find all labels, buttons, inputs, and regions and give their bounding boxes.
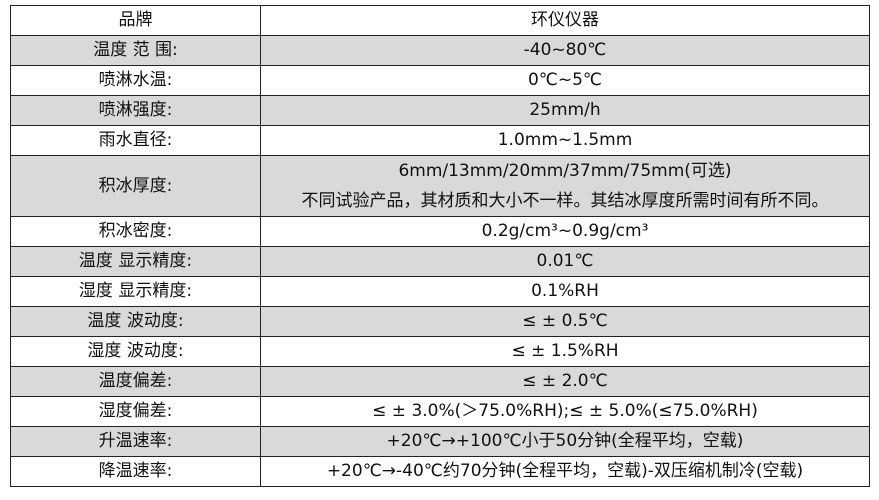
row-value: 0.2g/cm³~0.9g/cm³ [260,216,870,247]
table-row: 积冰厚度: 6mm/13mm/20mm/37mm/75mm(可选) 不同试验产品，其… [10,155,870,217]
row-label: 积冰密度: [10,216,261,247]
row-value: -40~80℃ [260,35,870,66]
table-body: 品牌 环仪仪器 温度 范 围: -40~80℃ 喷淋水温: 0℃~5℃ 喷淋强度: 25m… [10,5,870,487]
row-value: 25mm/h [260,95,870,126]
row-value: 0.1%RH [260,276,870,307]
spec-table: 品牌 环仪仪器 温度 范 围: -40~80℃ 喷淋水温: 0℃~5℃ 喷淋强度: 25m… [10,5,870,487]
table-row: 温度 波动度: ≤ ± 0.5℃ [10,306,870,337]
value-line: 不同试验产品，其材质和大小不一样。其结冰厚度所需时间有所不同。 [301,191,829,211]
table-row: 升温速率: +20℃→+100℃小于50分钟(全程平均，空载) [10,426,870,457]
table-row: 湿度 波动度: ≤ ± 1.5%RH [10,336,870,367]
table-row: 温度偏差: ≤ ± 2.0℃ [10,366,870,397]
table-row: 温度 范 围: -40~80℃ [10,35,870,66]
value-line: 6mm/13mm/20mm/37mm/75mm(可选) [398,161,732,181]
header-row: 品牌 环仪仪器 [10,5,870,36]
row-value: ≤ ± 3.0%(＞75.0%RH);≤ ± 5.0%(≤75.0%RH) [260,396,870,427]
row-label: 温度 显示精度: [10,246,261,277]
table-row: 积冰密度: 0.2g/cm³~0.9g/cm³ [10,216,870,247]
row-label: 喷淋水温: [10,65,261,96]
row-value: ≤ ± 1.5%RH [260,336,870,367]
table-row: 温度 显示精度: 0.01℃ [10,246,870,277]
row-value: 1.0mm~1.5mm [260,125,870,156]
header-cell: 环仪仪器 [260,5,870,36]
row-value: ≤ ± 2.0℃ [260,366,870,397]
table-row: 降温速率: +20℃→-40℃约70分钟(全程平均，空载)-双压缩机制冷(空载) [10,456,870,487]
row-label: 温度偏差: [10,366,261,397]
table-row: 喷淋强度: 25mm/h [10,95,870,126]
row-value: 6mm/13mm/20mm/37mm/75mm(可选) 不同试验产品，其材质和大小… [260,155,870,217]
row-label: 湿度偏差: [10,396,261,427]
row-label: 积冰厚度: [10,155,261,217]
row-value: +20℃→+100℃小于50分钟(全程平均，空载) [260,426,870,457]
table-row: 喷淋水温: 0℃~5℃ [10,65,870,96]
row-label: 温度 波动度: [10,306,261,337]
row-label: 降温速率: [10,456,261,487]
row-label: 湿度 显示精度: [10,276,261,307]
row-label: 喷淋强度: [10,95,261,126]
row-value: +20℃→-40℃约70分钟(全程平均，空载)-双压缩机制冷(空载) [260,456,870,487]
row-value: 0.01℃ [260,246,870,277]
header-cell: 品牌 [10,5,261,36]
row-value: ≤ ± 0.5℃ [260,306,870,337]
row-label: 升温速率: [10,426,261,457]
row-label: 雨水直径: [10,125,261,156]
table-row: 雨水直径: 1.0mm~1.5mm [10,125,870,156]
row-value: 0℃~5℃ [260,65,870,96]
table-row: 湿度偏差: ≤ ± 3.0%(＞75.0%RH);≤ ± 5.0%(≤75.0%R… [10,396,870,427]
row-label: 温度 范 围: [10,35,261,66]
row-label: 湿度 波动度: [10,336,261,367]
table-row: 湿度 显示精度: 0.1%RH [10,276,870,307]
